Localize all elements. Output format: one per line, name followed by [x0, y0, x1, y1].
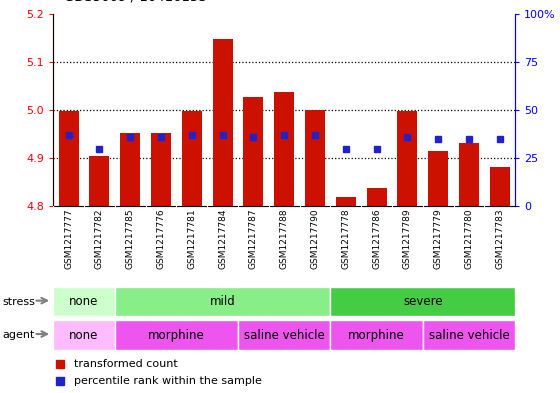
- Text: GSM1217786: GSM1217786: [372, 209, 381, 269]
- Text: GSM1217785: GSM1217785: [125, 209, 135, 269]
- Text: saline vehicle: saline vehicle: [244, 329, 325, 342]
- Text: none: none: [69, 295, 99, 308]
- Text: severe: severe: [403, 295, 442, 308]
- Text: GSM1217778: GSM1217778: [341, 209, 351, 269]
- Text: GSM1217784: GSM1217784: [218, 209, 227, 269]
- Text: GSM1217790: GSM1217790: [310, 209, 320, 269]
- Bar: [330, 287, 515, 316]
- Bar: [115, 320, 238, 350]
- Bar: [330, 320, 423, 350]
- Text: GSM1217776: GSM1217776: [156, 209, 166, 269]
- Bar: [59, 112, 78, 206]
- Bar: [53, 287, 115, 316]
- Bar: [90, 156, 109, 206]
- Text: transformed count: transformed count: [74, 359, 178, 369]
- Bar: [336, 197, 356, 206]
- Bar: [115, 287, 330, 316]
- Bar: [428, 151, 448, 206]
- Text: saline vehicle: saline vehicle: [428, 329, 510, 342]
- Bar: [182, 112, 202, 206]
- Bar: [423, 320, 515, 350]
- Bar: [213, 39, 232, 206]
- Bar: [238, 320, 330, 350]
- Text: GSM1217789: GSM1217789: [403, 209, 412, 269]
- Text: GSM1217787: GSM1217787: [249, 209, 258, 269]
- Text: none: none: [69, 329, 99, 342]
- Text: stress: stress: [3, 297, 36, 307]
- Text: GDS5009 / 10416153: GDS5009 / 10416153: [64, 0, 207, 4]
- Bar: [274, 92, 294, 206]
- Text: percentile rank within the sample: percentile rank within the sample: [74, 376, 262, 386]
- Text: agent: agent: [3, 330, 35, 340]
- Bar: [120, 133, 140, 206]
- Bar: [305, 110, 325, 206]
- Bar: [53, 320, 115, 350]
- Bar: [398, 112, 417, 206]
- Text: GSM1217781: GSM1217781: [187, 209, 197, 269]
- Bar: [490, 167, 510, 206]
- Text: GSM1217780: GSM1217780: [464, 209, 474, 269]
- Text: morphine: morphine: [148, 329, 205, 342]
- Text: mild: mild: [210, 295, 235, 308]
- Text: GSM1217788: GSM1217788: [279, 209, 289, 269]
- Text: GSM1217783: GSM1217783: [495, 209, 505, 269]
- Bar: [244, 97, 263, 206]
- Text: GSM1217777: GSM1217777: [64, 209, 73, 269]
- Text: GSM1217782: GSM1217782: [95, 209, 104, 269]
- Bar: [151, 133, 171, 206]
- Text: morphine: morphine: [348, 329, 405, 342]
- Bar: [459, 143, 479, 206]
- Bar: [367, 188, 386, 206]
- Text: GSM1217779: GSM1217779: [433, 209, 443, 269]
